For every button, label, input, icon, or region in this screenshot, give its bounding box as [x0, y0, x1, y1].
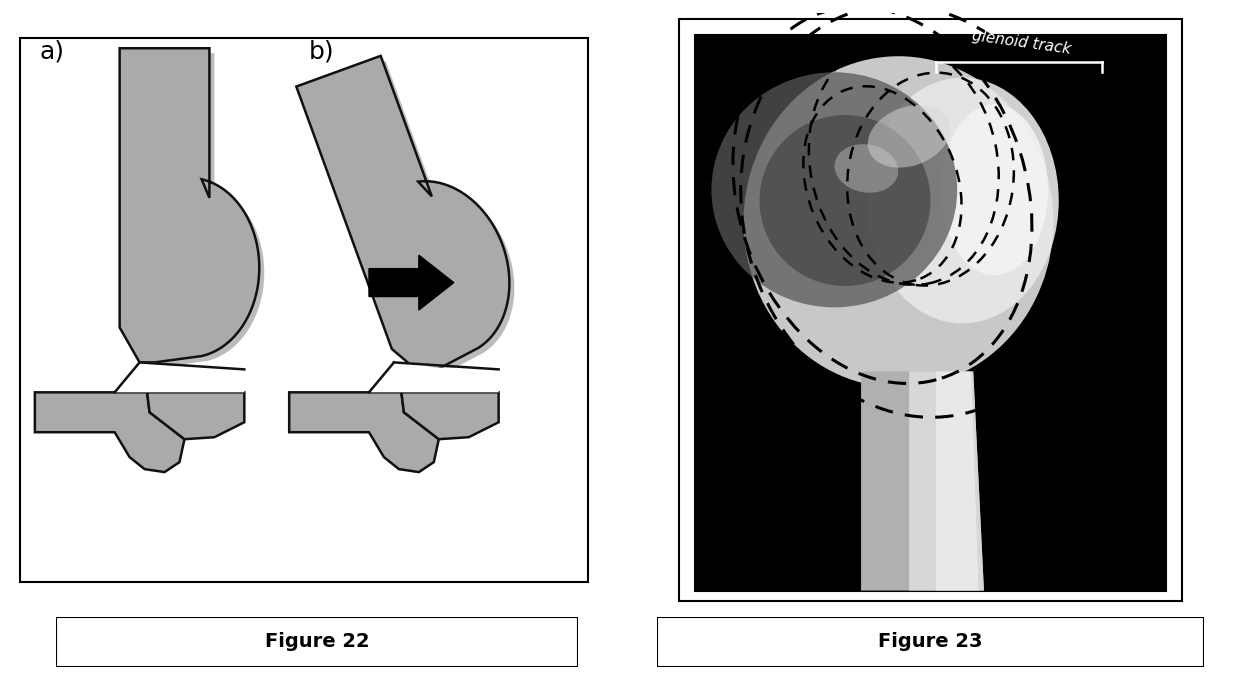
Polygon shape — [935, 371, 979, 590]
Polygon shape — [114, 372, 244, 439]
Ellipse shape — [866, 78, 1059, 324]
Text: b): b) — [310, 39, 335, 63]
Polygon shape — [35, 372, 184, 472]
Polygon shape — [369, 363, 499, 392]
Polygon shape — [114, 363, 244, 392]
FancyArrow shape — [369, 255, 454, 310]
Polygon shape — [119, 49, 259, 363]
Polygon shape — [909, 371, 984, 590]
Polygon shape — [296, 56, 509, 375]
Polygon shape — [124, 53, 264, 367]
Text: glenoid track: glenoid track — [970, 28, 1072, 57]
Text: Figure 23: Figure 23 — [878, 632, 983, 652]
Ellipse shape — [868, 105, 950, 168]
Ellipse shape — [942, 104, 1047, 275]
Ellipse shape — [760, 115, 931, 286]
Text: a): a) — [40, 39, 65, 63]
Polygon shape — [301, 61, 514, 380]
Polygon shape — [369, 372, 499, 439]
Polygon shape — [289, 372, 439, 472]
Ellipse shape — [744, 56, 1054, 388]
Ellipse shape — [835, 144, 898, 193]
Ellipse shape — [712, 72, 957, 307]
Text: Figure 22: Figure 22 — [265, 632, 369, 652]
Polygon shape — [861, 371, 984, 590]
